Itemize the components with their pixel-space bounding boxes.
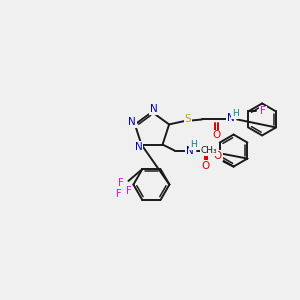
Text: F: F: [118, 178, 123, 188]
Text: N: N: [134, 142, 142, 152]
Text: H: H: [190, 140, 197, 149]
Text: N: N: [227, 113, 235, 123]
Text: F: F: [116, 189, 121, 199]
Text: CH₃: CH₃: [200, 146, 217, 155]
Text: F: F: [260, 106, 266, 116]
Text: O: O: [214, 151, 222, 160]
Text: N: N: [128, 117, 136, 128]
Text: O: O: [212, 130, 220, 140]
Text: O: O: [202, 160, 210, 171]
Text: N: N: [186, 146, 194, 156]
Text: S: S: [185, 114, 191, 124]
Text: H: H: [232, 109, 238, 118]
Text: F: F: [126, 186, 131, 196]
Text: N: N: [150, 104, 158, 114]
